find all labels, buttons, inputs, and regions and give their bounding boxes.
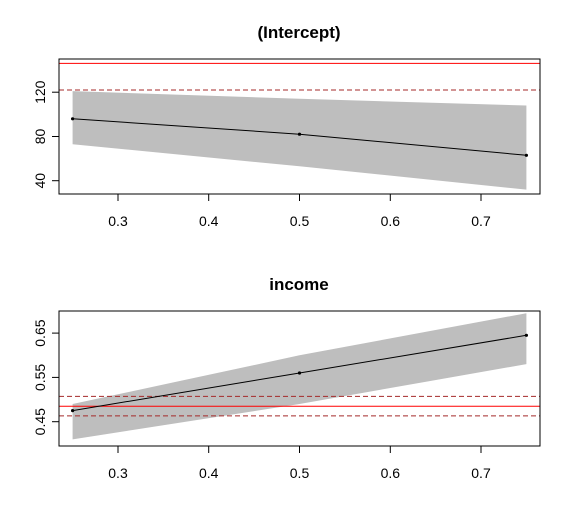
income-y-tick-label-2: 0.65 — [32, 319, 48, 346]
intercept-estimate-point-1 — [297, 132, 302, 136]
intercept-x-tick-label-4: 0.7 — [471, 213, 491, 229]
intercept-plot-frame — [58, 58, 541, 195]
income-y-tick-label-0: 0.45 — [32, 408, 48, 435]
intercept-y-tick-label-2: 120 — [32, 80, 48, 104]
intercept-x-tick-label-2: 0.5 — [290, 213, 310, 229]
income-panel: income 0.3 0.4 0.5 0.6 0.7 0.45 0.55 0.65 — [32, 275, 541, 481]
intercept-estimate-point-2 — [524, 153, 529, 157]
income-confidence-band — [72, 313, 527, 440]
income-estimate-point-2 — [524, 333, 529, 337]
income-estimate-point-1 — [297, 371, 302, 375]
income-plot-frame — [58, 310, 541, 447]
income-x-tick-label-4: 0.7 — [471, 465, 491, 481]
intercept-x-tick-label-3: 0.6 — [381, 213, 401, 229]
intercept-panel-title: (Intercept) — [257, 23, 340, 42]
income-estimate-point-0 — [71, 409, 75, 413]
intercept-estimate-point-0 — [71, 117, 75, 121]
income-x-tick-label-2: 0.5 — [290, 465, 310, 481]
intercept-x-tick-label-1: 0.4 — [199, 213, 219, 229]
income-panel-title: income — [269, 275, 329, 294]
intercept-confidence-band — [72, 91, 527, 190]
intercept-panel: (Intercept) 0.3 0.4 0.5 0.6 0.7 40 80 120 — [32, 23, 541, 229]
intercept-y-tick-label-1: 80 — [32, 129, 48, 145]
income-x-tick-label-3: 0.6 — [381, 465, 401, 481]
intercept-x-tick-label-0: 0.3 — [108, 213, 128, 229]
income-x-tick-label-0: 0.3 — [108, 465, 128, 481]
intercept-y-tick-label-0: 40 — [32, 173, 48, 189]
income-y-tick-label-1: 0.55 — [32, 364, 48, 391]
income-x-tick-label-1: 0.4 — [199, 465, 219, 481]
